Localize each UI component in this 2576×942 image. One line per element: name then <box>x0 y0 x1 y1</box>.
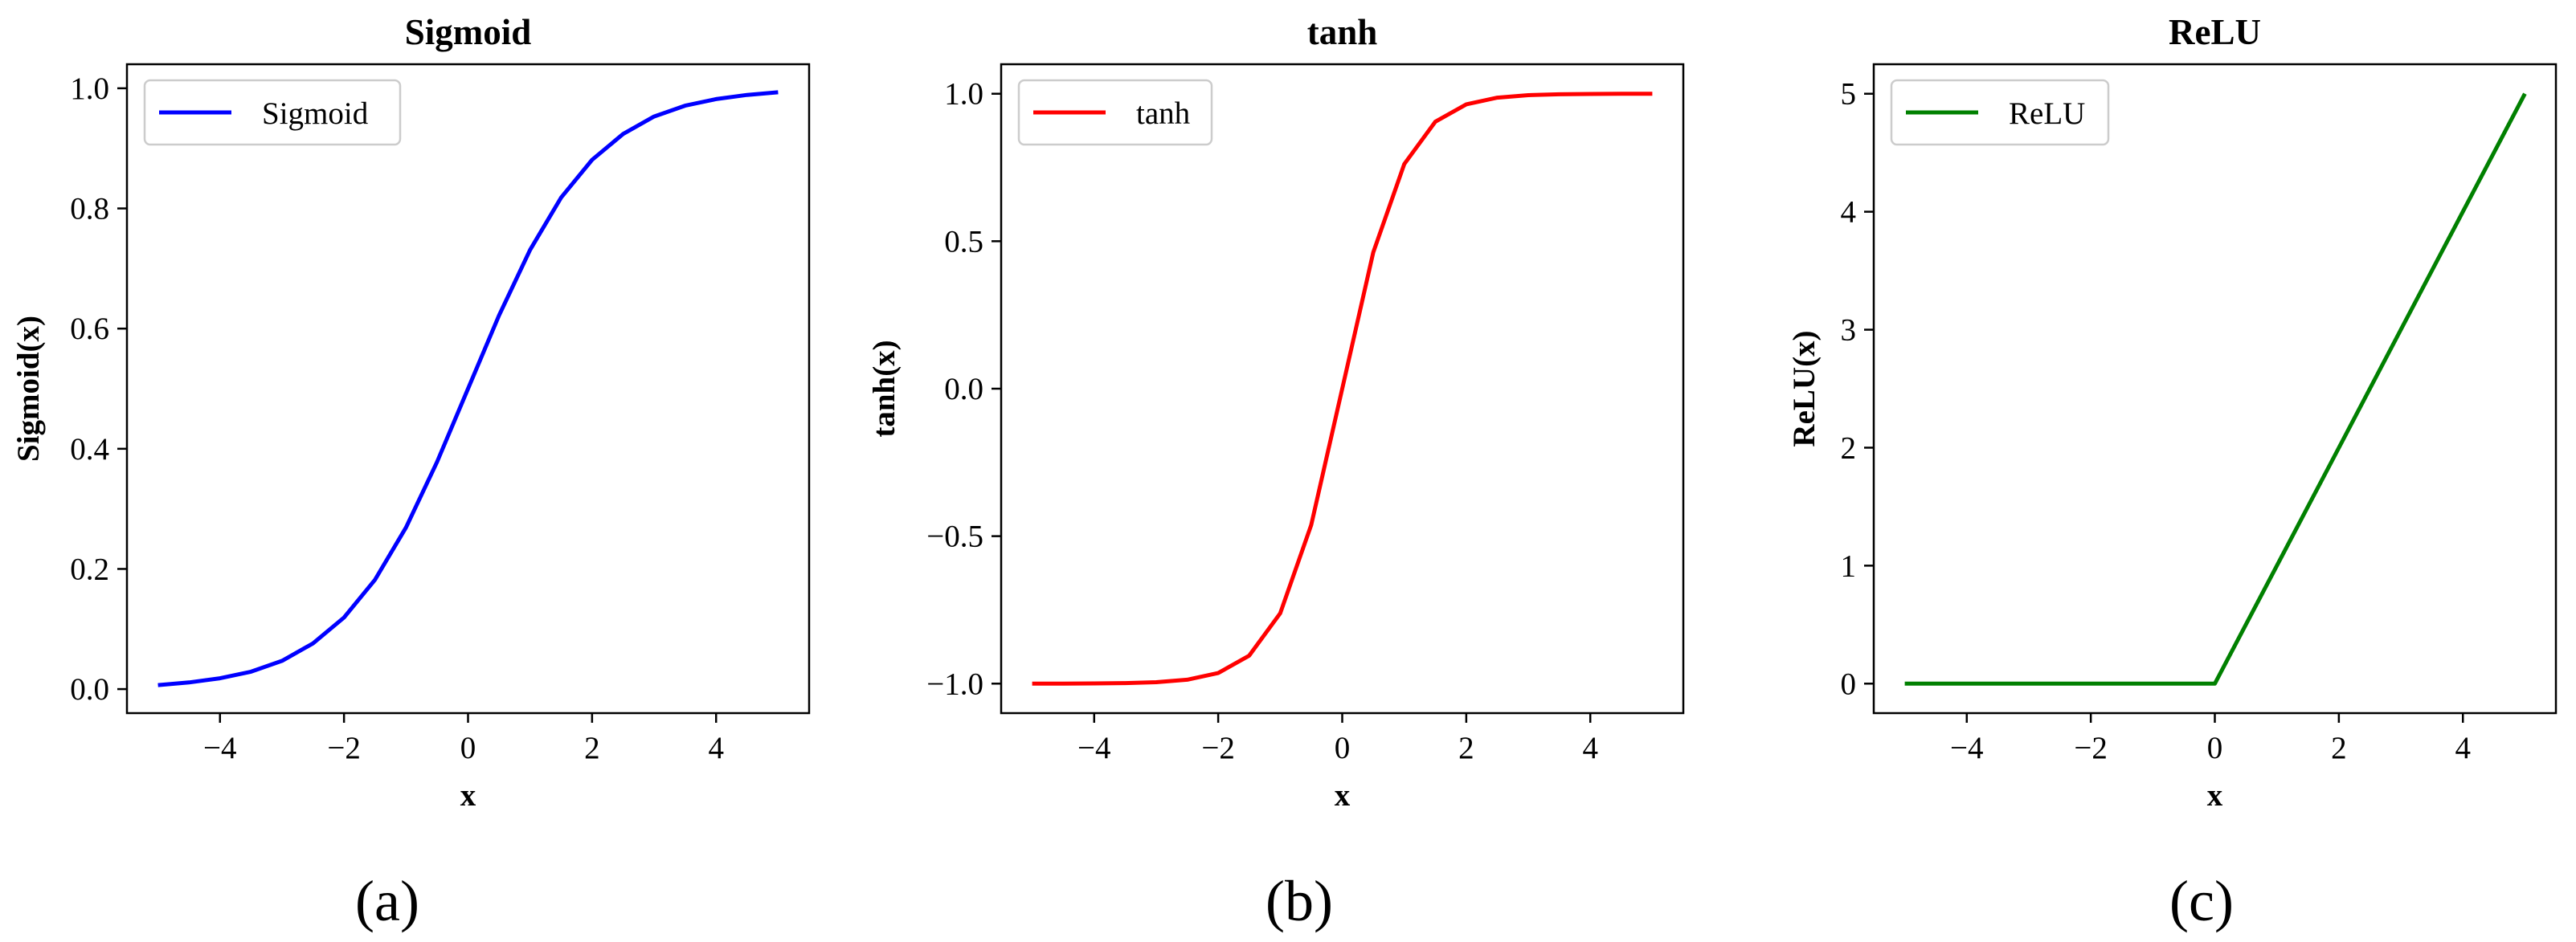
y-axis-label: tanh(x) <box>867 340 902 437</box>
legend-box <box>1890 79 2110 146</box>
y-tick-label: 0.5 <box>944 224 983 259</box>
chart-panel-3: −4 −2 0 2 4 0 1 2 3 4 5 ReLU x ReLU(x) ReLU (c) <box>1787 12 2558 933</box>
y-tick-label: 5 <box>1841 77 1857 112</box>
plot-frame <box>1872 63 2558 715</box>
chart-title: Sigmoid <box>405 12 532 52</box>
panel-caption: (a) <box>355 869 419 933</box>
chart-title: ReLU <box>2169 12 2261 52</box>
x-tick-label: 4 <box>1582 731 1598 765</box>
panel-caption: (c) <box>2169 869 2234 933</box>
x-tick-label: 0 <box>1335 731 1351 765</box>
y-tick-label: −0.5 <box>926 520 983 554</box>
chart-panel-2: −4 −2 0 2 4 −1.0 −0.5 0.0 0.5 1.0 tanh x tanh(x) tanh… <box>867 12 1685 933</box>
x-tick-label: −2 <box>327 731 361 765</box>
x-tick-label: 0 <box>2207 731 2223 765</box>
series-line-tanh <box>1032 92 1653 686</box>
y-tick-label: 3 <box>1841 313 1857 348</box>
legend-box <box>143 79 402 146</box>
x-axis-label: x <box>2207 778 2223 813</box>
legend-box <box>1017 79 1213 146</box>
x-axis-label: x <box>460 778 476 813</box>
x-tick-label: −4 <box>1077 731 1111 765</box>
x-tick-label: 2 <box>584 731 600 765</box>
series-line-sigmoid <box>157 90 779 687</box>
y-axis-label: Sigmoid(x) <box>11 316 46 462</box>
y-tick-label: 0.8 <box>70 192 109 226</box>
y-axis-label: ReLU(x) <box>1787 330 1822 447</box>
y-tick-label: 1 <box>1841 548 1857 583</box>
y-tick-label: 0.0 <box>70 672 109 707</box>
y-tick-label: 2 <box>1841 430 1857 465</box>
y-tick-label: −1.0 <box>926 667 983 701</box>
y-tick-label: 0.4 <box>70 432 109 467</box>
x-tick-label: 4 <box>708 731 724 765</box>
x-axis-label: x <box>1335 778 1351 813</box>
x-tick-label: −4 <box>1950 731 1984 765</box>
x-tick-label: 0 <box>460 731 476 765</box>
x-tick-label: −2 <box>2074 731 2108 765</box>
y-tick-label: 0 <box>1841 667 1857 701</box>
legend-label: Sigmoid <box>262 96 369 131</box>
y-tick-label: 0.2 <box>70 552 109 586</box>
y-tick-label: 1.0 <box>70 71 109 106</box>
x-tick-label: −2 <box>1201 731 1235 765</box>
y-tick-label: 0.6 <box>70 312 109 346</box>
legend-label: ReLU <box>2009 96 2085 131</box>
chart-title: tanh <box>1307 12 1378 52</box>
x-tick-label: 4 <box>2455 731 2471 765</box>
chart-panel-1: −4 −2 0 2 4 0.0 0.2 0.4 0.6 0.8 1.0 Sigmoid x Sigmoid… <box>11 12 811 933</box>
series-line-relu <box>1904 92 2527 686</box>
x-tick-label: −4 <box>203 731 237 765</box>
y-tick-label: 1.0 <box>944 77 983 112</box>
x-tick-label: 2 <box>2331 731 2347 765</box>
panel-caption: (b) <box>1266 869 1333 933</box>
y-tick-label: 4 <box>1841 195 1857 230</box>
legend-label: tanh <box>1136 96 1190 131</box>
x-tick-label: 2 <box>1458 731 1474 765</box>
y-tick-label: 0.0 <box>944 372 983 406</box>
